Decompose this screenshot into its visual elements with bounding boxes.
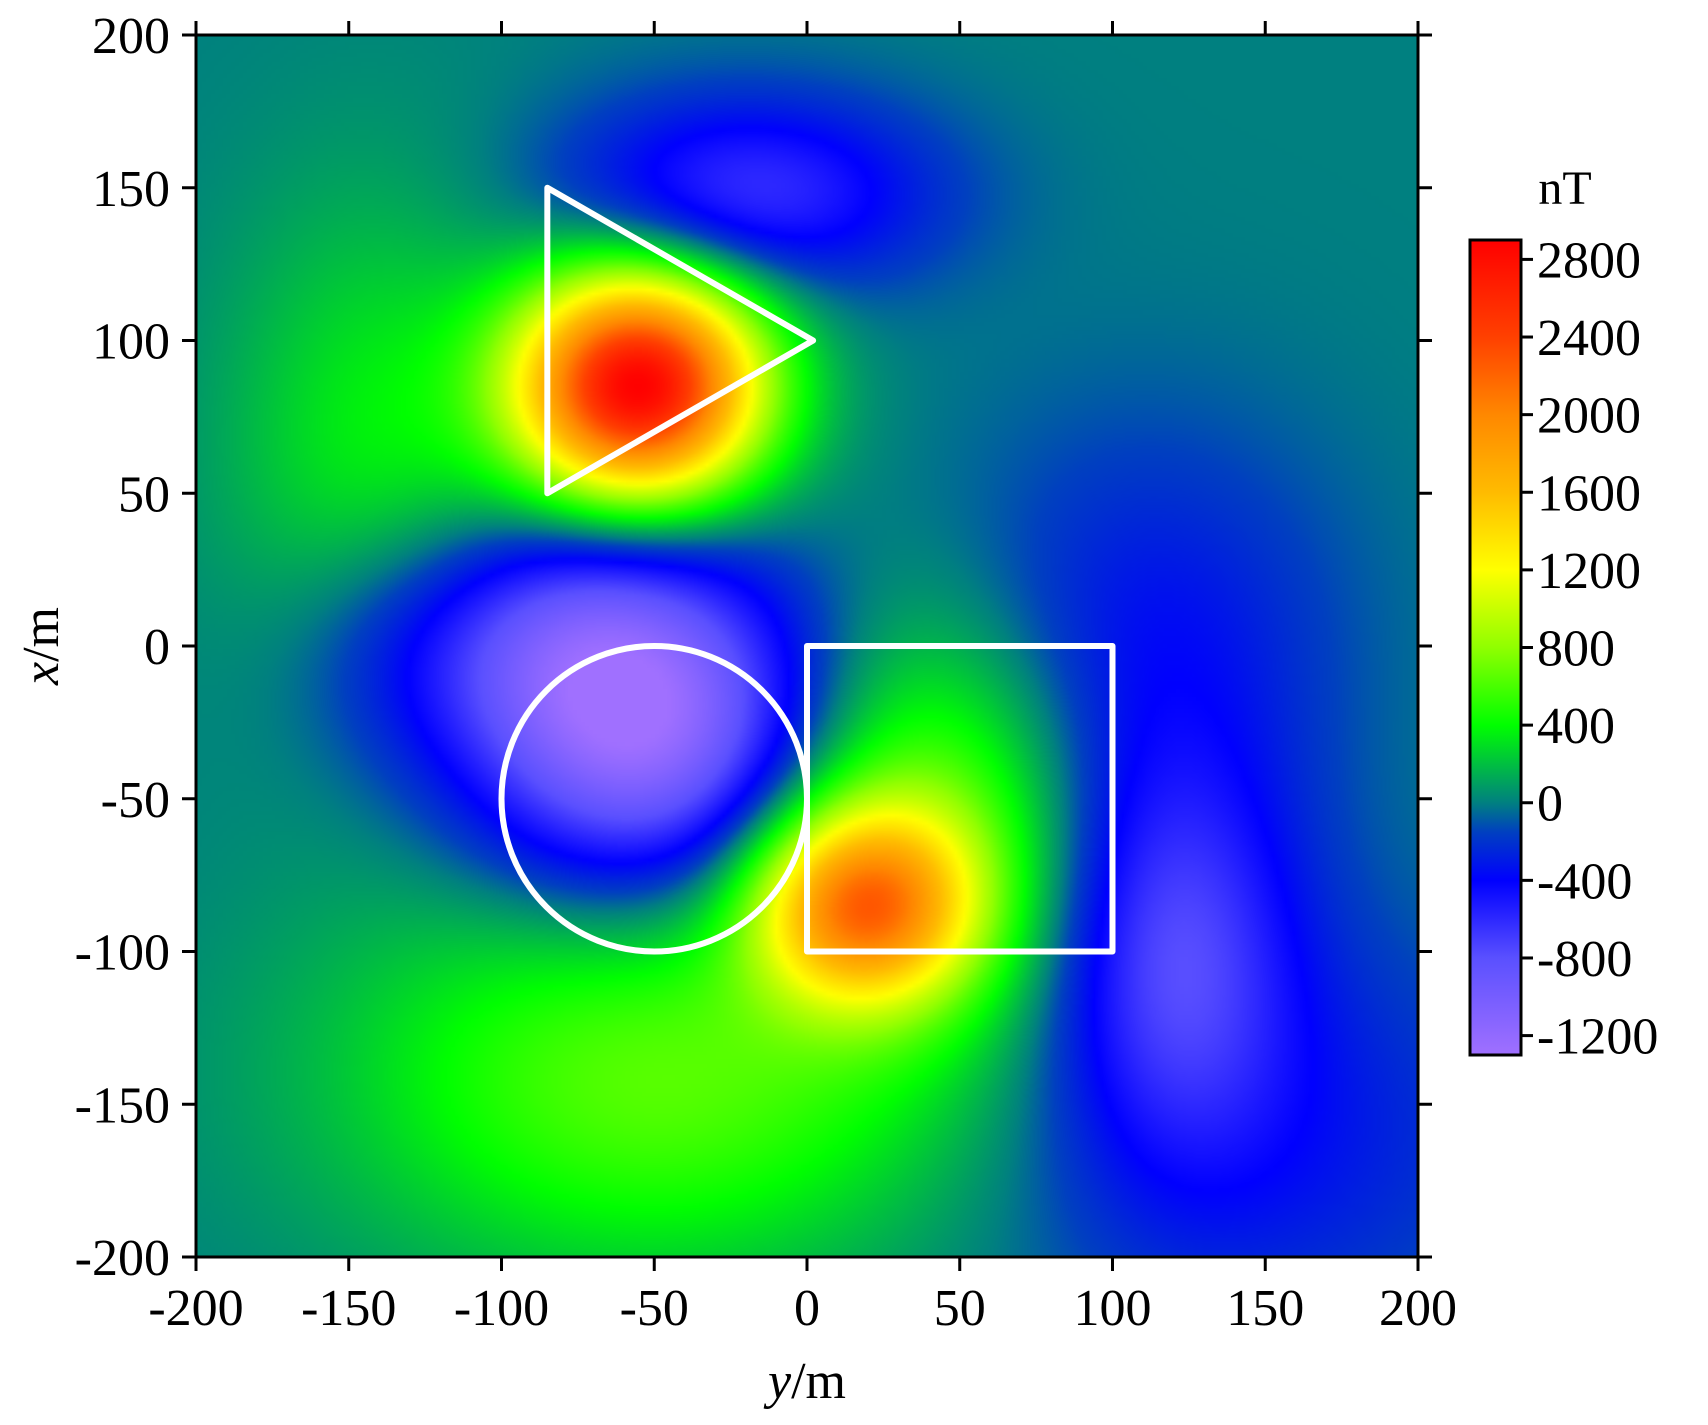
x-tick-label: -150 xyxy=(301,1280,396,1337)
colorbar-tick-label: 1200 xyxy=(1537,543,1641,600)
y-tick-label: 50 xyxy=(118,466,170,523)
outline-layer xyxy=(498,184,1116,955)
y-tick-label: -150 xyxy=(75,1077,170,1134)
y-tick-label: 150 xyxy=(92,161,170,218)
x-axis-title-unit: /m xyxy=(791,1353,846,1410)
y-tick-label: 100 xyxy=(92,314,170,371)
x-tick-label: 100 xyxy=(1074,1280,1152,1337)
y-axis: -200 -150 -100 -50 0 50 100 150 200 xyxy=(75,8,1432,1287)
y-tick-label: -200 xyxy=(75,1230,170,1287)
colorbar-tick-label: -400 xyxy=(1537,853,1632,910)
colorbar-tick-label: 0 xyxy=(1537,776,1563,833)
x-tick-label: -200 xyxy=(148,1280,243,1337)
colorbar-gradient xyxy=(1468,238,1523,1057)
triangle-outline xyxy=(544,184,817,497)
colorbar-tick-label: 2000 xyxy=(1537,388,1641,445)
rectangle-outline xyxy=(804,643,1116,955)
colorbar-tick-label: -1200 xyxy=(1537,1009,1658,1066)
colorbar-tick-label: 2400 xyxy=(1537,310,1641,367)
colorbar-tick-label: 800 xyxy=(1537,621,1615,678)
y-tick-label: -50 xyxy=(101,772,170,829)
x-tick-label: -50 xyxy=(620,1280,689,1337)
x-tick-label: 150 xyxy=(1226,1280,1304,1337)
colorbar-tick-label: 2800 xyxy=(1537,232,1641,289)
y-axis-title-var: x xyxy=(13,662,70,686)
plot-area xyxy=(194,33,1420,1259)
x-tick-label: 50 xyxy=(934,1280,986,1337)
x-tick-label: 200 xyxy=(1379,1280,1457,1337)
x-tick-label: -100 xyxy=(454,1280,549,1337)
colorbar-tick-label: 400 xyxy=(1537,698,1615,755)
colorbar-ticks: 2800 2400 2000 1600 1200 800 400 0 -400 -800 -1200 xyxy=(1521,232,1658,1066)
y-tick-label: 200 xyxy=(92,8,170,65)
colorbar-tick-label: -800 xyxy=(1537,931,1632,988)
x-axis-title-var: y xyxy=(763,1353,792,1410)
y-tick-label: 0 xyxy=(144,619,170,676)
colorbar: 2800 2400 2000 1600 1200 800 400 0 -400 -800 -1200… xyxy=(1468,162,1658,1066)
x-axis: -200 -150 -100 -50 0 50 100 150 200 xyxy=(148,21,1457,1337)
x-axis-title: y/m xyxy=(763,1353,846,1410)
colorbar-tick-label: 1600 xyxy=(1537,465,1641,522)
y-axis-title-unit: /m xyxy=(13,607,70,662)
y-axis-title: x/m xyxy=(13,607,70,686)
y-tick-label: -100 xyxy=(75,925,170,982)
x-tick-label: 0 xyxy=(794,1280,820,1337)
colorbar-unit-label: nT xyxy=(1538,162,1591,215)
